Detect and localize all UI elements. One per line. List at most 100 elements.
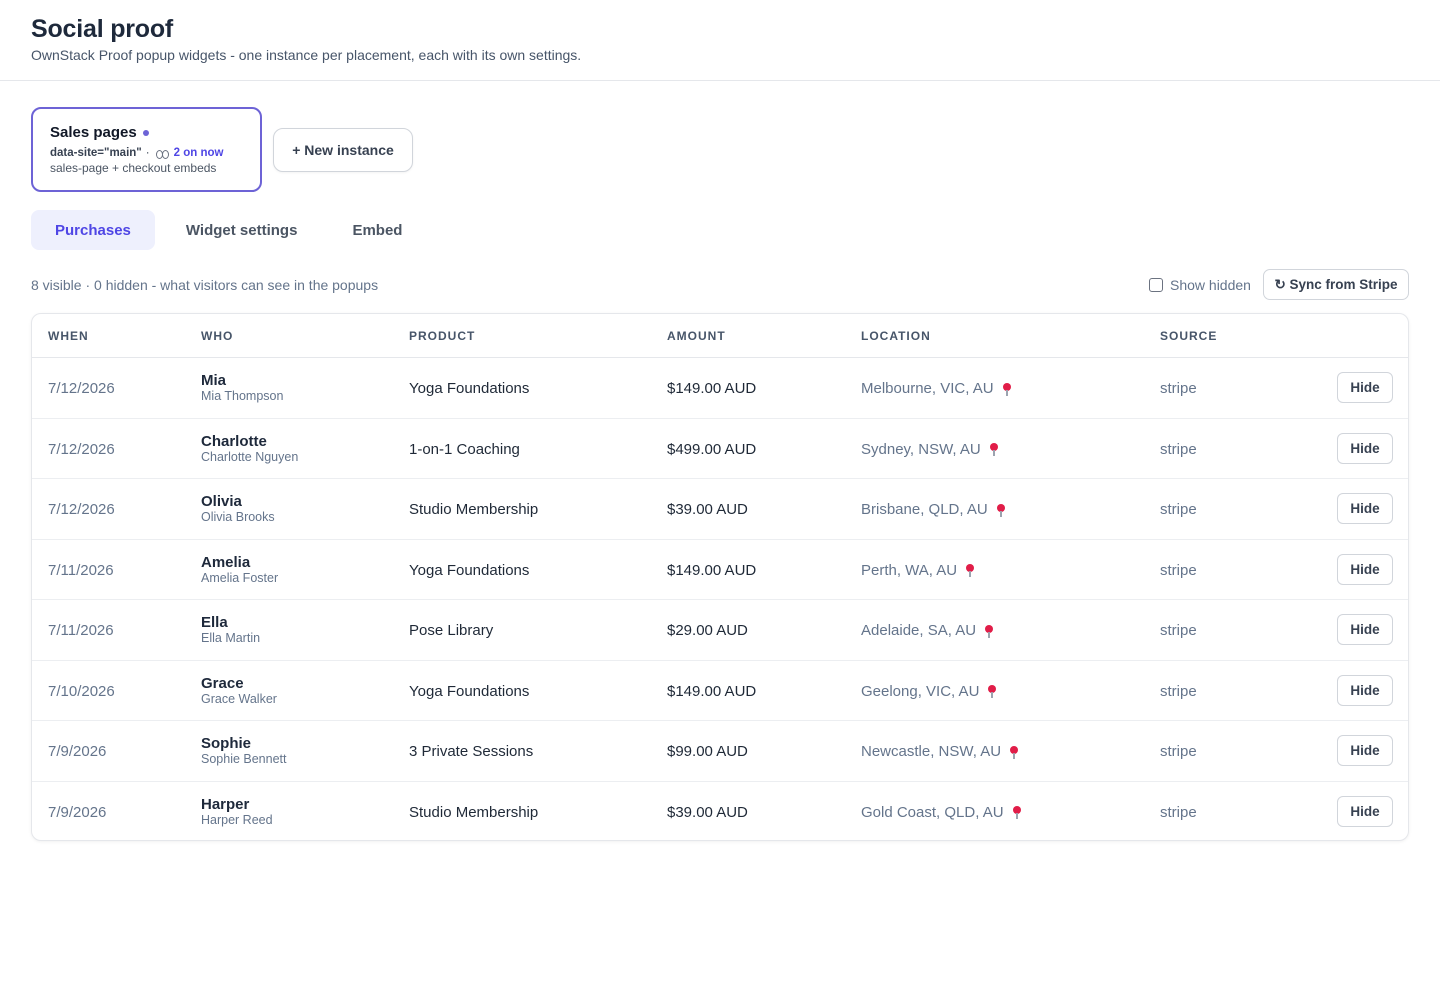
purchase-source: stripe (1160, 743, 1197, 760)
map-pin-icon (996, 503, 1005, 517)
purchase-date: 7/11/2026 (48, 561, 114, 579)
buyer-full-name: Harper Reed (201, 812, 273, 827)
new-instance-button[interactable]: + New instance (273, 128, 413, 172)
page-header: Social proof OwnStack Proof popup widget… (0, 0, 1440, 81)
product-name: Yoga Foundations (409, 380, 530, 397)
buyer-full-name: Ella Martin (201, 631, 261, 645)
purchase-source: stripe (1160, 501, 1197, 518)
purchase-date: 7/11/2026 (48, 622, 114, 639)
sync-from-stripe-button[interactable]: ↻ Sync from Stripe (1263, 269, 1409, 300)
hide-button[interactable]: Hide (1337, 372, 1393, 403)
product-name: 3 Private Sessions (409, 743, 534, 760)
buyer-cell: Harper Harper Reed (201, 796, 273, 828)
table-row: 7/11/2026 Amelia Amelia Foster Yoga Foundat… (32, 540, 1408, 600)
buyer-name: Harper (201, 795, 250, 813)
purchase-amount: $499.00 AUD (667, 440, 757, 458)
location-text: Melbourne, VIC, AU (861, 380, 994, 397)
tab-embed[interactable]: Embed (352, 221, 403, 239)
purchase-source: stripe (1160, 561, 1197, 579)
purchase-source: stripe (1160, 803, 1197, 821)
buyer-cell: Sophie Sophie Bennett (201, 735, 287, 767)
hide-button[interactable]: Hide (1337, 493, 1393, 524)
location-cell: Newcastle, NSW, AU (861, 743, 1019, 760)
purchase-amount: $149.00 AUD (667, 682, 757, 700)
location-cell: Perth, WA, AU (861, 561, 975, 579)
product-name: Yoga Foundations (409, 682, 530, 700)
purchase-date: 7/10/2026 (48, 682, 115, 700)
instance-card-sales-pages[interactable]: Sales pages data-site="main" · 2 on now … (31, 107, 262, 192)
buyer-full-name: Amelia Foster (201, 570, 279, 585)
column-header-amount: AMOUNT (667, 329, 726, 343)
product-name: Pose Library (409, 622, 494, 639)
purchase-date: 7/12/2026 (48, 380, 115, 397)
buyer-name: Grace (201, 674, 244, 692)
purchases-table: WHEN WHO PRODUCT AMOUNT LOCATION SOURCE … (31, 313, 1409, 841)
buyer-name: Sophie (201, 735, 252, 752)
instance-site-attribute: data-site="main" (50, 147, 142, 159)
buyer-cell: Amelia Amelia Foster (201, 554, 278, 586)
location-text: Brisbane, QLD, AU (861, 501, 988, 518)
product-name: 1-on-1 Coaching (409, 440, 520, 458)
purchase-source: stripe (1160, 622, 1197, 639)
column-header-location: LOCATION (861, 329, 931, 343)
buyer-full-name: Grace Walker (201, 691, 277, 706)
buyer-full-name: Mia Thompson (201, 389, 284, 403)
show-hidden-checkbox[interactable] (1149, 278, 1163, 292)
location-text: Adelaide, SA, AU (861, 622, 977, 639)
buyer-cell: Mia Mia Thompson (201, 372, 283, 404)
hide-button[interactable]: Hide (1337, 432, 1393, 464)
purchase-amount: $29.00 AUD (667, 622, 748, 639)
table-header: WHEN WHO PRODUCT AMOUNT LOCATION SOURCE (32, 314, 1408, 358)
purchase-date: 7/9/2026 (48, 803, 107, 821)
visibility-summary: 8 visible · 0 hidden - what visitors can… (31, 277, 379, 293)
tab-purchases[interactable]: Purchases (31, 210, 155, 250)
hide-button[interactable]: Hide (1337, 614, 1393, 645)
map-pin-icon (1012, 806, 1021, 819)
instance-meta: data-site="main" · 2 on now (50, 147, 260, 159)
buyer-name: Mia (201, 372, 227, 389)
hide-button[interactable]: Hide (1337, 553, 1393, 585)
tab-bar: Purchases Widget settings Embed (31, 210, 433, 250)
column-header-source: SOURCE (1160, 329, 1218, 343)
table-row: 7/12/2026 Olivia Olivia Brooks Studio Membe… (32, 479, 1408, 540)
table-row: 7/10/2026 Grace Grace Walker Yoga Foundatio… (32, 661, 1408, 721)
show-hidden-toggle[interactable]: Show hidden (1149, 277, 1251, 293)
location-cell: Sydney, NSW, AU (861, 441, 998, 458)
hide-button[interactable]: Hide (1337, 795, 1393, 827)
tab-widget-settings[interactable]: Widget settings (185, 221, 298, 239)
meta-separator: · (145, 147, 150, 159)
location-text: Sydney, NSW, AU (861, 440, 981, 458)
hide-button[interactable]: Hide (1337, 674, 1393, 706)
map-pin-icon (988, 685, 997, 698)
instance-name: Sales pages (50, 124, 137, 141)
product-name: Studio Membership (409, 803, 539, 821)
purchase-date: 7/12/2026 (48, 501, 115, 518)
location-text: Perth, WA, AU (861, 561, 958, 579)
instance-description: sales-page + checkout embeds (50, 161, 217, 175)
table-body: 7/12/2026 Mia Mia Thompson Yoga Foundations… (32, 358, 1408, 841)
active-status-dot (142, 130, 149, 136)
buyer-cell: Ella Ella Martin (201, 614, 260, 646)
buyer-cell: Olivia Olivia Brooks (201, 493, 275, 525)
buyer-name: Ella (201, 614, 228, 631)
buyer-name: Amelia (201, 553, 251, 571)
buyer-name: Charlotte (201, 432, 267, 450)
table-row: 7/9/2026 Harper Harper Reed Studio Membersh… (32, 782, 1408, 841)
column-header-when: WHEN (48, 329, 89, 343)
map-pin-icon (1010, 745, 1019, 759)
purchase-amount: $149.00 AUD (667, 561, 757, 579)
column-header-product: PRODUCT (409, 329, 476, 343)
product-name: Yoga Foundations (409, 561, 530, 579)
page-title: Social proof (31, 15, 174, 43)
location-text: Geelong, VIC, AU (861, 682, 980, 700)
purchase-amount: $39.00 AUD (667, 803, 748, 821)
location-cell: Gold Coast, QLD, AU (861, 804, 1021, 821)
purchase-amount: $99.00 AUD (667, 743, 748, 760)
purchase-source: stripe (1160, 380, 1197, 397)
map-pin-icon (985, 624, 994, 638)
location-text: Newcastle, NSW, AU (861, 743, 1002, 760)
hide-button[interactable]: Hide (1337, 735, 1393, 766)
map-pin-icon (1002, 382, 1011, 396)
table-row: 7/12/2026 Charlotte Charlotte Nguyen 1-on-1… (32, 419, 1408, 479)
map-pin-icon (989, 443, 998, 456)
